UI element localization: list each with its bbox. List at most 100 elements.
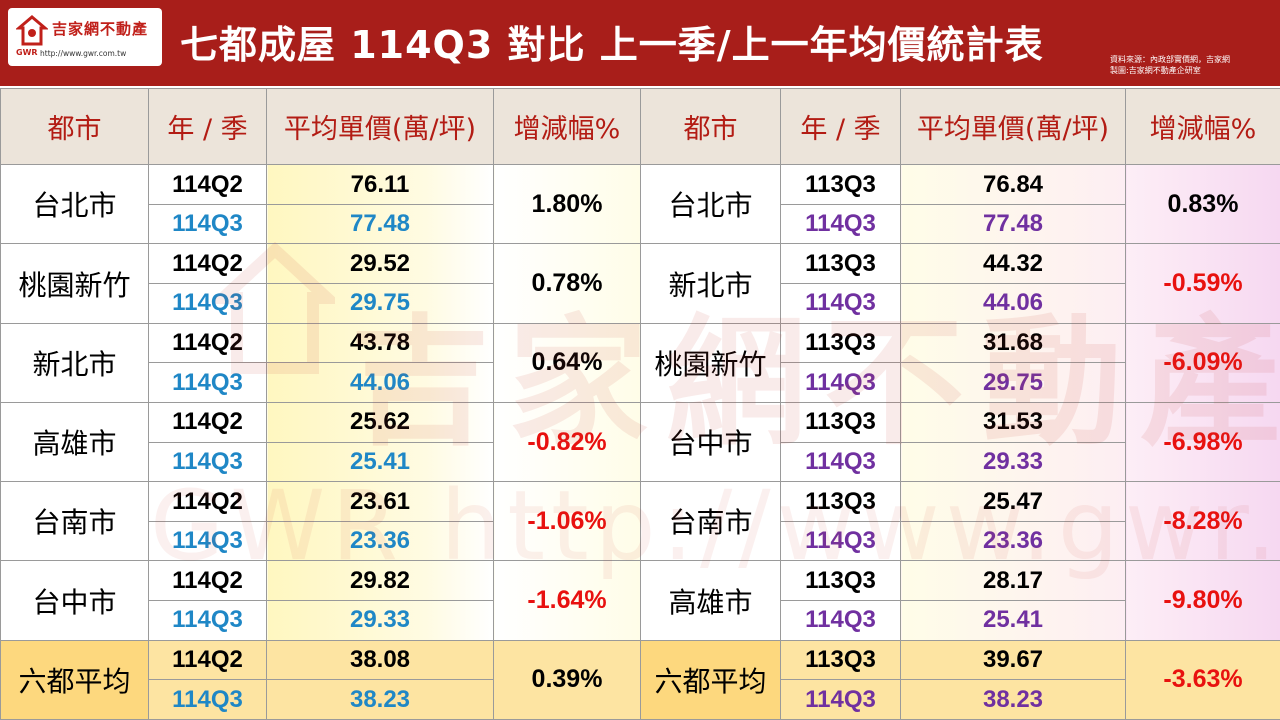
change-right: -6.09%: [1125, 322, 1280, 403]
price-prev-left: 38.08: [266, 639, 494, 681]
table-header-row: 都市 年 / 季 平均單價(萬/坪) 增減幅% 都市 年 / 季 平均單價(萬/…: [0, 87, 1280, 166]
change-right: -8.28%: [1125, 481, 1280, 562]
change-left: -0.82%: [493, 401, 641, 483]
change-right: -6.98%: [1125, 401, 1280, 483]
table-row: 114Q3 25.41 114Q3 29.33: [1, 441, 1280, 483]
price-prev-left: 29.82: [266, 560, 494, 602]
city-right: 桃園新竹: [640, 322, 781, 403]
logo-url: http://www.gwr.com.tw: [40, 49, 127, 58]
price-prev-left: 43.78: [266, 322, 494, 364]
city-right: 台北市: [640, 164, 781, 245]
header-change-left: 增減幅%: [493, 87, 641, 166]
logo-abbreviation: GWR: [16, 48, 38, 57]
price-cur-right: 77.48: [900, 203, 1126, 245]
price-cur-left: 23.36: [266, 520, 494, 562]
change-right: -0.59%: [1125, 243, 1280, 324]
header-change-right: 增減幅%: [1125, 87, 1280, 166]
price-cur-right: 29.75: [900, 362, 1126, 403]
city-right: 六都平均: [640, 639, 781, 720]
quarter-cur-left: 114Q3: [148, 283, 267, 324]
table-row: 高雄市 114Q2 25.62 -0.82% 台中市 113Q3 31.53 -6.98%: [0, 401, 1280, 483]
price-cur-left: 25.41: [266, 441, 494, 483]
table-row: 桃園新竹 114Q2 29.52 0.78% 新北市 113Q3 44.32 -0.59%: [0, 243, 1280, 324]
quarter-cur-left: 114Q3: [148, 203, 267, 245]
price-prev-right: 25.47: [900, 481, 1126, 522]
quarter-prev-right: 113Q3: [780, 243, 901, 285]
city-left: 台南市: [0, 481, 149, 562]
price-prev-right: 31.53: [900, 401, 1126, 443]
quarter-cur-right: 114Q3: [780, 441, 901, 483]
price-prev-left: 23.61: [266, 481, 494, 522]
city-right: 新北市: [640, 243, 781, 324]
quarter-cur-left: 114Q3: [148, 679, 267, 720]
quarter-cur-right: 114Q3: [780, 600, 901, 641]
table-row: 114Q3 23.36 114Q3 23.36: [1, 520, 1280, 562]
logo-chinese-name: 吉家網不動產: [52, 20, 149, 38]
price-cur-left: 29.33: [266, 600, 494, 641]
quarter-cur-left: 114Q3: [148, 600, 267, 641]
price-cur-left: 29.75: [266, 283, 494, 324]
quarter-prev-right: 113Q3: [780, 560, 901, 602]
quarter-cur-left: 114Q3: [148, 441, 267, 483]
city-left: 台中市: [0, 560, 149, 641]
price-prev-left: 25.62: [266, 401, 494, 443]
price-prev-left: 76.11: [266, 164, 494, 205]
quarter-cur-right: 114Q3: [780, 283, 901, 324]
price-prev-right: 76.84: [900, 164, 1126, 205]
price-prev-right: 28.17: [900, 560, 1126, 602]
header-quarter-right: 年 / 季: [780, 87, 901, 166]
quarter-prev-right: 113Q3: [780, 639, 901, 681]
price-cur-left: 77.48: [266, 203, 494, 245]
price-cur-right: 23.36: [900, 520, 1126, 562]
quarter-prev-left: 114Q2: [148, 401, 267, 443]
quarter-prev-left: 114Q2: [148, 639, 267, 681]
price-cur-left: 38.23: [266, 679, 494, 720]
header-price-left: 平均單價(萬/坪): [266, 87, 494, 166]
city-left: 桃園新竹: [0, 243, 149, 324]
quarter-prev-left: 114Q2: [148, 560, 267, 602]
table-row: 台南市 114Q2 23.61 -1.06% 台南市 113Q3 25.47 -8.28%: [0, 481, 1280, 562]
price-cur-left: 44.06: [266, 362, 494, 403]
price-cur-right: 25.41: [900, 600, 1126, 641]
table-row: 114Q3 29.75 114Q3 44.06: [1, 283, 1280, 324]
city-right: 台中市: [640, 401, 781, 483]
change-left: 0.39%: [493, 639, 641, 720]
change-left: 0.64%: [493, 322, 641, 403]
quarter-prev-left: 114Q2: [148, 481, 267, 522]
change-left: -1.06%: [493, 481, 641, 562]
price-prev-right: 31.68: [900, 322, 1126, 364]
city-left: 台北市: [0, 164, 149, 245]
table-row: 台北市 114Q2 76.11 1.80% 台北市 113Q3 76.84 0.83%: [0, 164, 1280, 245]
table-row: 114Q3 44.06 114Q3 29.75: [1, 362, 1280, 403]
header-quarter-left: 年 / 季: [148, 87, 267, 166]
header-city-right: 都市: [640, 87, 781, 166]
quarter-prev-right: 113Q3: [780, 481, 901, 522]
price-cur-right: 29.33: [900, 441, 1126, 483]
page-title: 七都成屋 114Q3 對比 上一季/上一年均價統計表: [180, 23, 1044, 67]
city-left: 六都平均: [0, 639, 149, 720]
company-logo: 吉家網不動產 GWR http://www.gwr.com.tw: [8, 8, 162, 66]
quarter-cur-right: 114Q3: [780, 679, 901, 720]
quarter-cur-right: 114Q3: [780, 362, 901, 403]
price-comparison-table: 都市 年 / 季 平均單價(萬/坪) 增減幅% 都市 年 / 季 平均單價(萬/…: [0, 87, 1280, 720]
house-logo-icon: [16, 15, 48, 46]
data-source-note: 資料來源：內政部實價網，吉家網 製圖:吉家網不動產企研室: [1110, 54, 1270, 76]
source-line-1: 資料來源：內政部實價網，吉家網: [1110, 55, 1230, 64]
change-right: -3.63%: [1125, 639, 1280, 720]
price-prev-right: 39.67: [900, 639, 1126, 681]
quarter-cur-left: 114Q3: [148, 362, 267, 403]
change-right: -9.80%: [1125, 560, 1280, 641]
source-line-2: 製圖:吉家網不動產企研室: [1110, 66, 1201, 75]
price-cur-right: 38.23: [900, 679, 1126, 720]
quarter-prev-left: 114Q2: [148, 164, 267, 205]
header-price-right: 平均單價(萬/坪): [900, 87, 1126, 166]
table-row: 114Q3 38.23 114Q3 38.23: [1, 679, 1280, 720]
quarter-cur-right: 114Q3: [780, 520, 901, 562]
table-row: 新北市 114Q2 43.78 0.64% 桃園新竹 113Q3 31.68 -6.09%: [0, 322, 1280, 403]
change-left: 0.78%: [493, 243, 641, 324]
table-row: 六都平均 114Q2 38.08 0.39% 六都平均 113Q3 39.67 -3.63%: [0, 639, 1280, 720]
change-left: 1.80%: [493, 164, 641, 245]
city-right: 台南市: [640, 481, 781, 562]
header-bar: 吉家網不動產 GWR http://www.gwr.com.tw 七都成屋 11…: [0, 0, 1280, 86]
quarter-prev-left: 114Q2: [148, 243, 267, 285]
